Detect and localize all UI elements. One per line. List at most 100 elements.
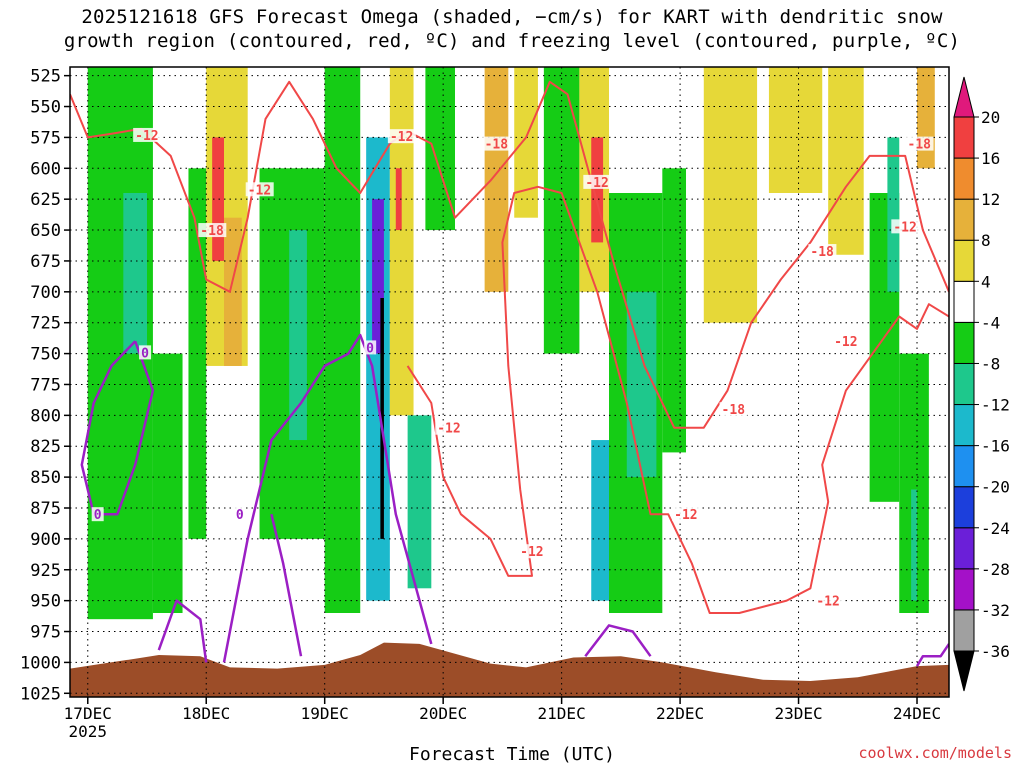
colorbar-label: -20 xyxy=(981,478,1010,497)
colorbar-label: 20 xyxy=(981,108,1000,127)
x-tick-label: 20DEC xyxy=(419,704,467,723)
contour-label: -18 xyxy=(810,245,834,260)
y-tick-label: 600 xyxy=(30,159,61,179)
omega-shading-patch xyxy=(911,489,918,601)
omega-shading-patch xyxy=(152,353,183,613)
y-tick-label: 525 xyxy=(30,67,61,87)
colorbar-label: -16 xyxy=(981,437,1010,456)
chart-title-line-2: growth region (contoured, red, ºC) and f… xyxy=(63,30,961,52)
omega-shading-patch xyxy=(591,137,604,243)
contour-label: -18 xyxy=(485,138,509,153)
colorbar-bin xyxy=(953,116,975,159)
colorbar-label: 8 xyxy=(981,231,991,250)
omega-shading-patch xyxy=(324,67,361,613)
omega-shading-patch xyxy=(514,67,538,218)
contour-label-bg xyxy=(905,136,934,151)
contour-label-bg xyxy=(133,127,162,142)
colorbar-min-arrow xyxy=(953,650,975,692)
y-tick-label: 550 xyxy=(30,98,61,118)
y-tick-label: 750 xyxy=(30,345,61,365)
y-tick-label: 875 xyxy=(30,499,61,519)
y-tick-label: 1025 xyxy=(20,684,61,704)
y-tick-label: 925 xyxy=(30,561,61,581)
freezing-level-contour xyxy=(222,333,433,663)
omega-shading-patch xyxy=(917,67,935,169)
omega-shading-patch xyxy=(289,230,307,441)
omega-shading-patch xyxy=(407,415,432,589)
colorbar-label: -36 xyxy=(981,642,1010,661)
omega-shading-patch xyxy=(703,67,758,323)
contour-label: -18 xyxy=(200,224,224,239)
terrain-fill xyxy=(70,642,949,697)
contour-label-bg xyxy=(245,182,274,197)
y-tick-label: 850 xyxy=(30,468,61,488)
y-tick-label: 700 xyxy=(30,283,61,303)
y-tick-label: 1000 xyxy=(20,653,61,673)
contour-label: -12 xyxy=(437,422,460,437)
contour-label: 0 xyxy=(141,346,149,361)
colorbar-label: 16 xyxy=(981,149,1000,168)
contour-label: -12 xyxy=(893,220,916,235)
contour-label-bg xyxy=(808,244,837,259)
colorbar-label: 12 xyxy=(981,190,1000,209)
contour-label: -12 xyxy=(135,129,158,144)
omega-shading-patch xyxy=(828,67,864,255)
contour-label-bg xyxy=(233,507,246,522)
colorbar-bin xyxy=(953,362,975,406)
x-tick-label: 18DEC xyxy=(182,704,230,723)
contour-label-bg xyxy=(518,544,547,559)
colorbar-max-arrow xyxy=(953,76,975,118)
contour-label-bg xyxy=(364,340,377,355)
x-tick-label: 21DEC xyxy=(538,704,586,723)
y-tick-label: 825 xyxy=(30,437,61,457)
colorbar-bin xyxy=(953,280,975,323)
omega-shading-patch xyxy=(887,137,900,292)
omega-shading-patch xyxy=(224,217,242,366)
x-year-label: 2025 xyxy=(69,722,108,741)
freezing-level-contour xyxy=(157,599,208,663)
plot-frame xyxy=(69,66,950,698)
plot-area: -12 -18 -12 -12 -18 -12 -18 -18 -12 -12 -12 -18 -12 -… xyxy=(70,67,949,697)
contour-label: -12 xyxy=(834,335,857,350)
x-tick-label: 19DEC xyxy=(301,704,349,723)
colorbar-label: -8 xyxy=(981,354,1000,373)
chart-title-line-1: 2025121618 GFS Forecast Omega (shaded, −… xyxy=(81,6,943,28)
omega-shading-patch xyxy=(389,67,414,416)
x-axis-label: Forecast Time (UTC) xyxy=(409,744,615,765)
colorbar-label: -28 xyxy=(981,560,1010,579)
y-tick-label: 725 xyxy=(30,314,61,334)
contour-label: -12 xyxy=(248,183,271,198)
colorbar-bin xyxy=(953,445,975,488)
contour-label-bg xyxy=(891,219,920,234)
colorbar-bin xyxy=(953,239,975,282)
colorbar-bin xyxy=(953,404,975,447)
dendritic-growth-contour xyxy=(70,80,949,429)
contour-label: -12 xyxy=(585,176,608,191)
y-tick-label: 975 xyxy=(30,623,61,643)
contour-label: 0 xyxy=(236,508,244,523)
contour-label-bg xyxy=(583,174,612,189)
contour-label: 0 xyxy=(94,508,102,523)
omega-shading-patch xyxy=(212,137,225,261)
freezing-level-contour xyxy=(270,513,303,657)
omega-shading-patch xyxy=(395,168,402,231)
x-tick-label: 17DEC xyxy=(64,704,112,723)
freezing-level-contour xyxy=(584,624,652,657)
y-tick-label: 625 xyxy=(30,190,61,210)
colorbar-label: -4 xyxy=(981,313,1000,332)
colorbar-bin xyxy=(953,198,975,241)
x-tick-label: 24DEC xyxy=(893,704,941,723)
y-tick-label: 650 xyxy=(30,221,61,241)
y-tick-label: 900 xyxy=(30,530,61,550)
colorbar-label: -24 xyxy=(981,519,1010,538)
contour-label: 0 xyxy=(366,341,374,356)
contour-label: -18 xyxy=(908,138,932,153)
contour-label: -12 xyxy=(390,130,413,145)
contour-label-bg xyxy=(139,345,152,360)
omega-shading-patch xyxy=(123,193,148,354)
colorbar-label: 4 xyxy=(981,272,991,291)
colorbar-bin xyxy=(953,568,975,611)
contour-label-bg xyxy=(435,420,464,435)
omega-shading-patch xyxy=(372,199,384,354)
